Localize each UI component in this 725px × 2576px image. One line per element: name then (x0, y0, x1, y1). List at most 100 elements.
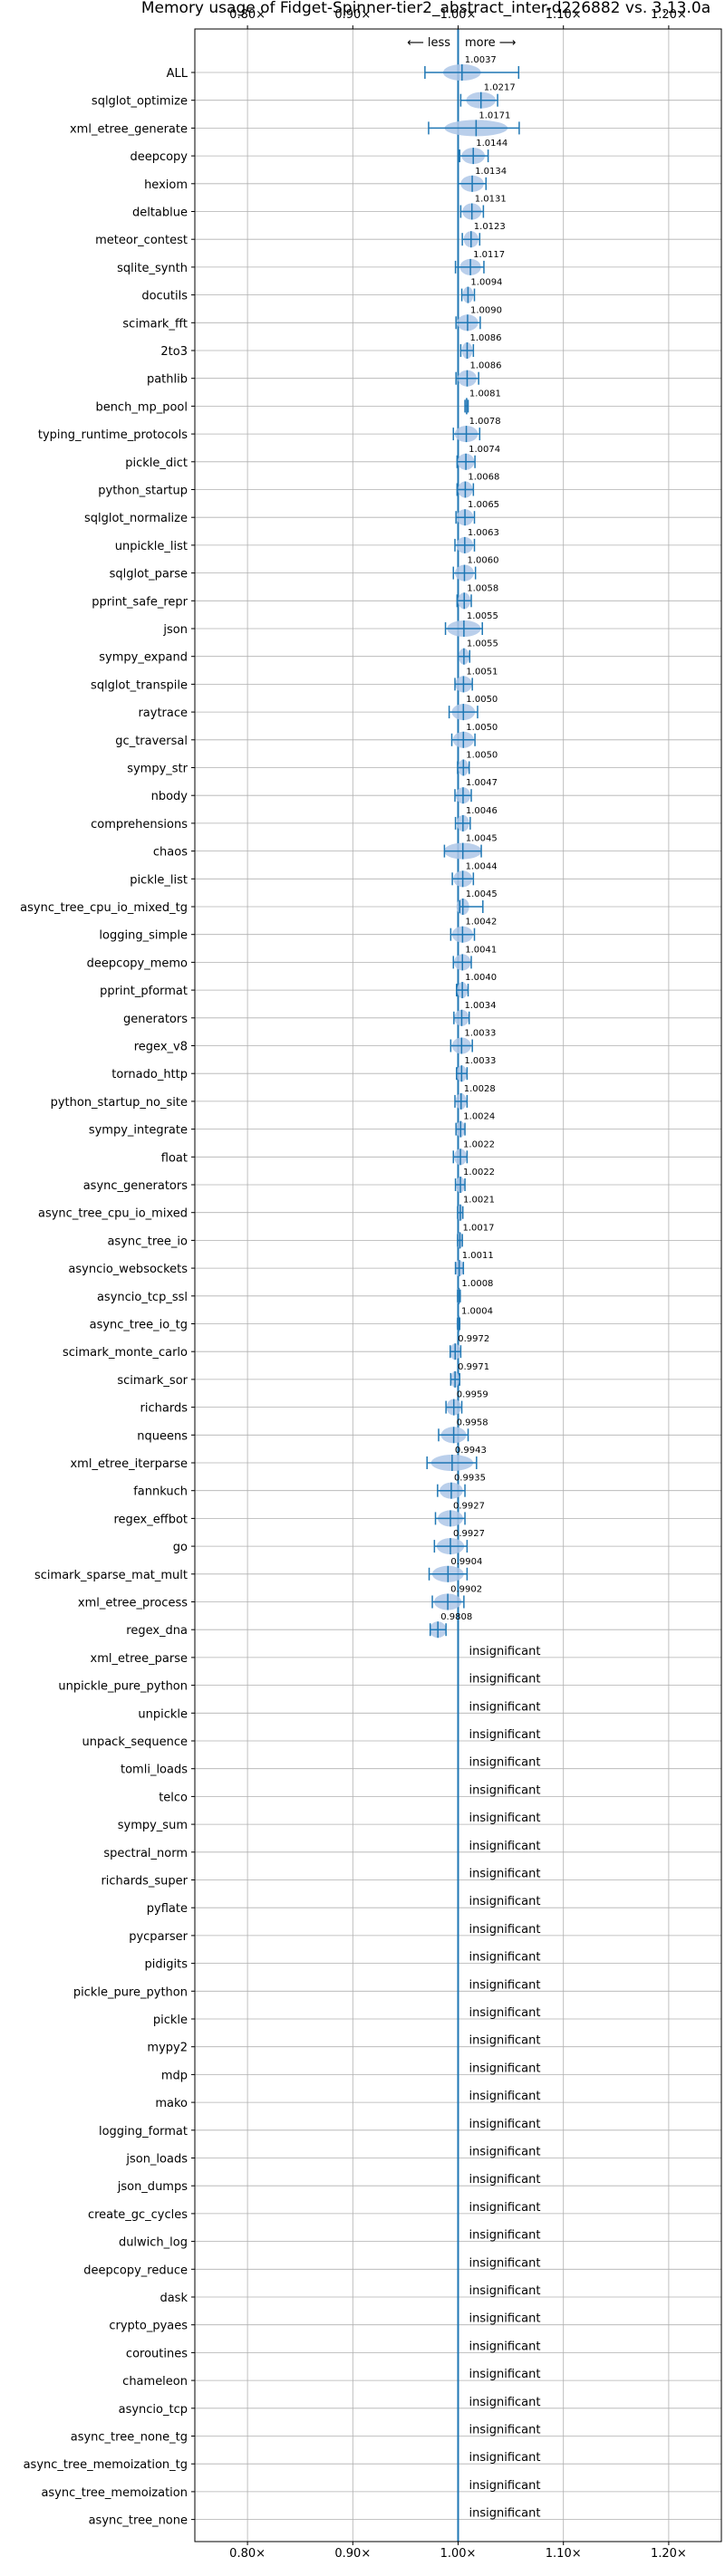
insignificant-label: insignificant (469, 2256, 541, 2270)
value-label: 1.0055 (467, 611, 498, 621)
insignificant-label: insignificant (469, 2368, 541, 2381)
insignificant-label: insignificant (469, 1951, 541, 1965)
value-label: 0.9959 (457, 1390, 488, 1400)
benchmark-label: pickle (153, 2014, 188, 2027)
benchmark-label: coroutines (126, 2347, 188, 2360)
benchmark-label: richards (140, 1402, 188, 1416)
insignificant-label: insignificant (469, 1895, 541, 1908)
value-label: 1.0033 (464, 1029, 496, 1039)
insignificant-label: insignificant (469, 1756, 541, 1770)
insignificant-label: insignificant (469, 2229, 541, 2243)
insignificant-label: insignificant (469, 1840, 541, 1853)
benchmark-label: scimark_sparse_mat_mult (34, 1569, 188, 1582)
benchmark-label: sympy_expand (99, 651, 188, 665)
benchmark-label: async_generators (83, 1179, 188, 1193)
benchmark-label: deltablue (132, 207, 188, 220)
benchmark-label: create_gc_cycles (88, 2208, 188, 2222)
benchmark-label: crypto_pyaes (109, 2320, 188, 2333)
benchmark-label: mako (155, 2097, 188, 2110)
insignificant-label: insignificant (469, 2146, 541, 2159)
benchmark-label: async_tree_io (107, 1235, 188, 1248)
benchmark-label: hexiom (144, 178, 188, 192)
benchmark-label: pickle_dict (125, 457, 188, 470)
benchmark-label: dask (160, 2292, 188, 2305)
benchmark-label: mdp (161, 2069, 188, 2082)
benchmark-label: tornado_http (111, 1068, 188, 1081)
benchmark-label: spectral_norm (103, 1847, 188, 1860)
benchmark-label: asyncio_tcp_ssl (97, 1291, 188, 1304)
value-label: 1.0123 (474, 222, 506, 232)
insignificant-label: insignificant (469, 2312, 541, 2326)
insignificant-label: insignificant (469, 1812, 541, 1825)
value-label: 1.0090 (470, 305, 502, 315)
value-label: 1.0021 (463, 1196, 495, 1206)
value-label: 1.0217 (484, 83, 516, 93)
insignificant-label: insignificant (469, 2396, 541, 2409)
value-label: 1.0050 (466, 751, 498, 761)
benchmark-label: sqlglot_normalize (84, 512, 188, 525)
benchmark-label: scimark_fft (122, 317, 188, 331)
value-label: 0.9943 (455, 1446, 487, 1456)
insignificant-label: insignificant (469, 2451, 541, 2465)
benchmark-label: telco (159, 1791, 188, 1804)
value-label: 0.9902 (450, 1585, 482, 1595)
value-label: 1.0022 (463, 1139, 495, 1149)
benchmark-label: chameleon (122, 2375, 188, 2389)
value-label: 1.0011 (462, 1251, 494, 1261)
benchmark-label: logging_format (99, 2125, 188, 2139)
benchmark-label: async_tree_none_tg (71, 2431, 188, 2445)
benchmark-label: regex_effbot (113, 1513, 188, 1526)
benchmark-label: sqlglot_parse (110, 568, 188, 582)
benchmark-label: sqlglot_optimize (92, 95, 188, 109)
benchmark-label: xml_etree_process (78, 1597, 188, 1610)
value-label: 1.0008 (461, 1279, 493, 1289)
benchmark-label: fannkuch (133, 1485, 188, 1499)
benchmark-label: go (173, 1541, 188, 1554)
benchmark-label: deepcopy (130, 150, 188, 164)
value-label: 1.0144 (476, 139, 508, 149)
benchmark-label: async_tree_memoization (41, 2486, 188, 2500)
benchmark-label: mypy2 (147, 2042, 188, 2055)
insignificant-label: insignificant (469, 1673, 541, 1687)
insignificant-label: insignificant (469, 2034, 541, 2048)
value-label: 1.0171 (478, 111, 510, 120)
benchmark-label: sympy_sum (118, 1819, 188, 1832)
labels-layer: ALL sqlglot_optimize xml_etree_generatedee… (20, 55, 540, 2528)
value-label: 1.0117 (473, 250, 505, 260)
value-label: 1.0034 (464, 1001, 496, 1011)
benchmark-label: ALL (167, 67, 188, 81)
benchmark-label: nqueens (137, 1429, 188, 1443)
benchmark-label: async_tree_io_tg (90, 1319, 188, 1332)
benchmark-label: xml_etree_iterparse (70, 1457, 188, 1471)
benchmark-label: dulwich_log (119, 2236, 188, 2250)
benchmark-label: unpickle_list (115, 540, 188, 553)
value-label: 1.0040 (465, 973, 497, 983)
x-tick-label-top: 1.20× (651, 8, 687, 22)
benchmark-label: unpickle (138, 1707, 188, 1721)
value-label: 1.0045 (466, 889, 498, 899)
value-label: 1.0078 (469, 417, 501, 427)
plot-frame (194, 28, 722, 2542)
benchmark-label: pickle_list (130, 873, 188, 887)
benchmark-label: asyncio_websockets (68, 1263, 188, 1276)
insignificant-label: insignificant (469, 1700, 541, 1714)
insignificant-label: insignificant (469, 2090, 541, 2103)
insignificant-label: insignificant (469, 2173, 541, 2187)
value-label: 0.9972 (458, 1334, 489, 1344)
value-label: 1.0081 (469, 389, 501, 399)
insignificant-label: insignificant (469, 1783, 541, 1797)
benchmark-label: json_dumps (117, 2180, 188, 2194)
value-label: 1.0047 (466, 778, 498, 788)
insignificant-label: insignificant (469, 2479, 541, 2493)
value-label: 1.0044 (466, 861, 498, 871)
value-label: 1.0060 (467, 556, 498, 566)
benchmark-label: 2to3 (160, 345, 188, 359)
benchmark-label: chaos (153, 846, 188, 860)
benchmark-label: python_startup (98, 485, 188, 498)
benchmark-label: pathlib (147, 373, 188, 387)
insignificant-label: insignificant (469, 1923, 541, 1937)
insignificant-label: insignificant (469, 2201, 541, 2215)
value-label: 0.9971 (458, 1362, 489, 1372)
benchmark-label: unpickle_pure_python (58, 1680, 188, 1694)
value-label: 1.0042 (465, 918, 497, 928)
